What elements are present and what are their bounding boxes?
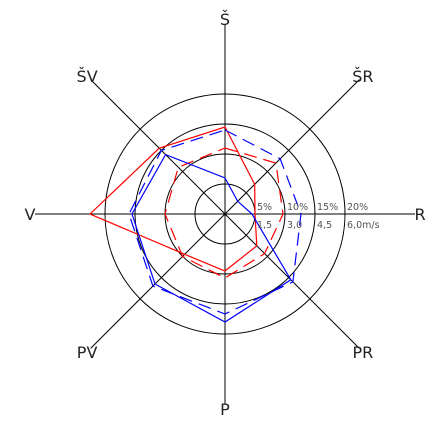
axis-4 (224, 213, 360, 349)
series-2-speed (164, 147, 284, 279)
direction-label-1: Š (220, 10, 230, 29)
direction-label-5: P (220, 400, 230, 419)
axes-layer (35, 24, 415, 404)
series-3-frequency (131, 153, 292, 323)
frequency-ring-label-3: 15% (317, 202, 338, 213)
speed-ring-label-2: 3,0 (287, 220, 302, 231)
direction-label-3: R (414, 205, 425, 224)
frequency-ring-label-1: 5% (257, 202, 272, 213)
direction-label-6: PV (77, 343, 98, 362)
axis-6 (90, 213, 226, 349)
axis-8 (90, 79, 226, 215)
speed-ring-label-4: 6,0m/s (347, 220, 380, 231)
axis-2 (224, 79, 360, 215)
direction-label-2: ŠR (352, 67, 373, 86)
speed-ring-label-3: 4,5 (317, 220, 332, 231)
direction-label-4: PR (353, 343, 374, 362)
labels-layer: Š ŠR R PR P PV V ŠV 5% 10% 15% 20% 1,5 3,0 4,5 6,0m/s (25, 10, 426, 419)
series-4-speed (128, 129, 302, 315)
direction-label-7: V (25, 205, 36, 224)
frequency-ring-label-4: 20% (347, 202, 368, 213)
direction-label-8: ŠV (77, 67, 98, 86)
series-1-frequency (88, 126, 258, 272)
speed-ring-label-1: 1,5 (257, 220, 272, 231)
series-layer (88, 126, 302, 323)
frequency-ring-label-2: 10% (287, 202, 308, 213)
